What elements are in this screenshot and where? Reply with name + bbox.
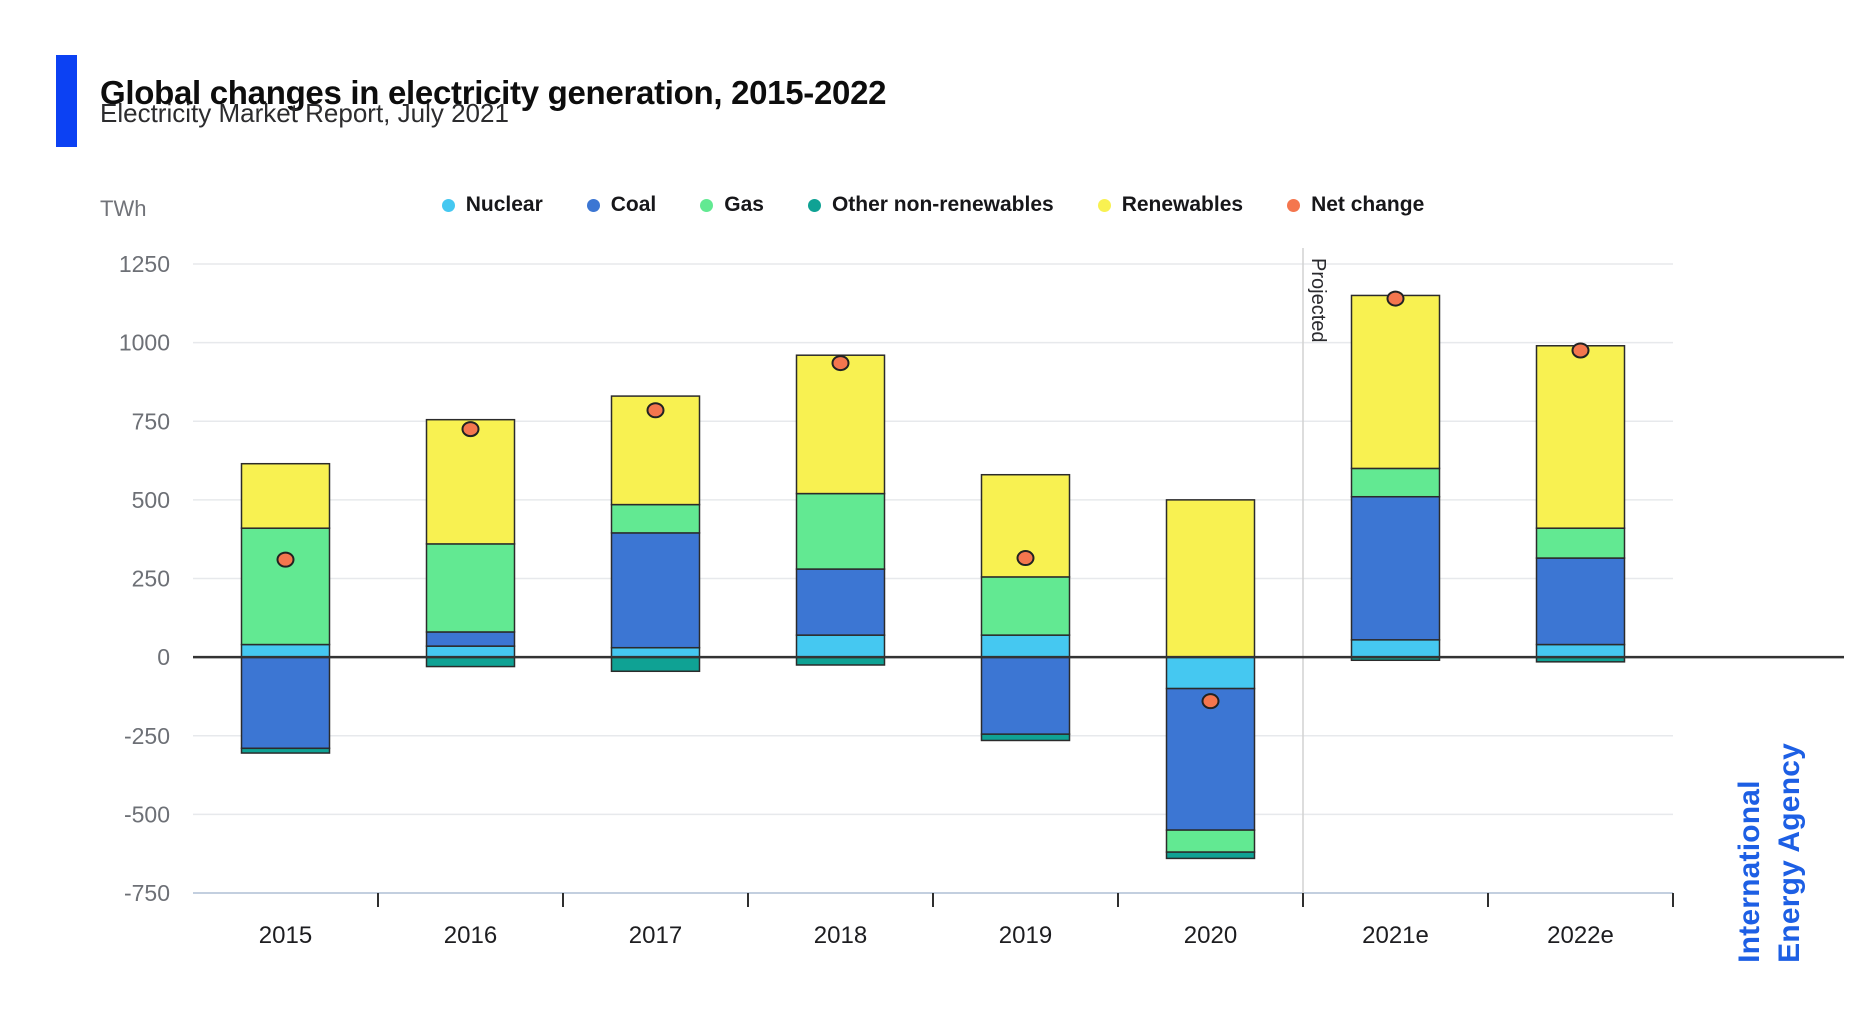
net-change-dot-2015 xyxy=(276,551,295,568)
bar-segment-other-non-renewables-2017 xyxy=(610,656,701,673)
legend-label-other-non-renewables: Other non-renewables xyxy=(831,193,1054,216)
gas-swatch-icon xyxy=(700,198,714,212)
legend-item-other-non-renewables: Other non-renewables xyxy=(807,193,1054,217)
y-axis-unit-label: TWh xyxy=(100,196,147,221)
bar-segment-nuclear-2017 xyxy=(610,646,701,658)
bar-segment-nuclear-2016 xyxy=(425,645,516,658)
bar-segment-nuclear-2015 xyxy=(240,643,331,658)
net-change-dot-2022e xyxy=(1571,342,1590,359)
bar-segment-other-non-renewables-2019 xyxy=(980,733,1071,742)
bar-segment-renewables-2020 xyxy=(1165,499,1256,658)
y-tick-label-1000: 1000 xyxy=(119,330,170,356)
bar-segment-coal-2019 xyxy=(980,656,1071,735)
legend-label-net-change: Net change xyxy=(1311,193,1425,216)
x-category-label-2022e: 2022e xyxy=(1547,922,1614,949)
renewables-swatch-icon xyxy=(1097,198,1111,212)
page-title: Global changes in electricity generation… xyxy=(100,74,887,112)
bar-segment-coal-2021e xyxy=(1350,495,1441,641)
bar-segment-other-non-renewables-2016 xyxy=(425,656,516,668)
bar-segment-gas-2016 xyxy=(425,543,516,633)
bar-segment-coal-2018 xyxy=(795,568,886,636)
bar-segment-coal-2020 xyxy=(1165,687,1256,831)
bar-segment-nuclear-2022e xyxy=(1535,643,1626,658)
legend-item-renewables: Renewables xyxy=(1097,193,1244,217)
y-tick-label-750: 750 xyxy=(132,408,170,434)
x-category-label-2021e: 2021e xyxy=(1362,922,1429,949)
y-tick-label--250: -250 xyxy=(124,723,170,749)
bar-segment-coal-2016 xyxy=(425,631,516,647)
net-change-dot-2019 xyxy=(1016,550,1035,567)
net-change-dot-2016 xyxy=(461,421,480,438)
iea-logo-line2: Energy Agency xyxy=(1773,743,1807,963)
nuclear-swatch-icon xyxy=(441,198,455,212)
y-tick-label-250: 250 xyxy=(132,566,170,592)
bar-segment-nuclear-2021e xyxy=(1350,639,1441,658)
legend-label-renewables: Renewables xyxy=(1121,193,1244,216)
bar-segment-gas-2018 xyxy=(795,492,886,570)
projected-annotation: Projected xyxy=(1307,258,1329,343)
bar-segment-nuclear-2020 xyxy=(1165,656,1256,690)
bar-segment-gas-2020 xyxy=(1165,829,1256,853)
x-category-label-2020: 2020 xyxy=(1184,922,1237,949)
title-accent-bar xyxy=(56,55,77,147)
bar-segment-other-non-renewables-2020 xyxy=(1165,851,1256,860)
legend-item-gas: Gas xyxy=(700,193,764,217)
bar-segment-renewables-2018 xyxy=(795,354,886,495)
net-change-dot-2018 xyxy=(831,355,850,372)
y-tick-label-1250: 1250 xyxy=(119,251,170,277)
legend-label-nuclear: Nuclear xyxy=(465,193,543,216)
bar-segment-nuclear-2019 xyxy=(980,634,1071,658)
iea-logo-line1: International xyxy=(1733,780,1767,963)
bar-segment-coal-2017 xyxy=(610,532,701,649)
legend-label-gas: Gas xyxy=(724,193,764,216)
legend-label-coal: Coal xyxy=(610,193,657,216)
bar-segment-renewables-2015 xyxy=(240,462,331,529)
coal-swatch-icon xyxy=(586,198,600,212)
x-category-label-2017: 2017 xyxy=(629,922,682,949)
net-change-dot-2020 xyxy=(1201,693,1220,710)
bar-segment-gas-2017 xyxy=(610,503,701,534)
legend-item-net-change: Net change xyxy=(1287,193,1424,217)
y-tick-label-500: 500 xyxy=(132,487,170,513)
legend-item-nuclear: Nuclear xyxy=(441,193,543,217)
legend-item-coal: Coal xyxy=(586,193,657,217)
x-category-label-2019: 2019 xyxy=(999,922,1052,949)
other-non-renewables-swatch-icon xyxy=(807,198,821,212)
bar-segment-renewables-2016 xyxy=(425,418,516,545)
net-change-swatch-icon xyxy=(1287,198,1301,212)
bar-segment-nuclear-2018 xyxy=(795,634,886,658)
bar-segment-renewables-2022e xyxy=(1535,345,1626,529)
x-category-label-2015: 2015 xyxy=(259,922,312,949)
bar-segment-gas-2022e xyxy=(1535,527,1626,559)
bar-segment-coal-2015 xyxy=(240,656,331,750)
bar-segment-coal-2022e xyxy=(1535,557,1626,646)
net-change-dot-2017 xyxy=(646,402,665,419)
bar-segment-gas-2015 xyxy=(240,527,331,646)
page-subtitle: Electricity Market Report, July 2021 xyxy=(100,98,509,128)
bar-segment-gas-2021e xyxy=(1350,467,1441,498)
bar-segment-other-non-renewables-2015 xyxy=(240,747,331,754)
net-change-dot-2021e xyxy=(1386,290,1405,307)
y-tick-label-0: 0 xyxy=(157,644,170,670)
x-category-label-2018: 2018 xyxy=(814,922,867,949)
y-tick-label--500: -500 xyxy=(124,801,170,827)
bar-segment-gas-2019 xyxy=(980,576,1071,636)
x-category-label-2016: 2016 xyxy=(444,922,497,949)
y-tick-label--750: -750 xyxy=(124,880,170,906)
bar-segment-renewables-2021e xyxy=(1350,294,1441,470)
chart-legend: Nuclear Coal Gas Other non-renewables Renewa… xyxy=(193,190,1673,220)
iea-logo: International Energy Agency xyxy=(1730,743,1810,963)
